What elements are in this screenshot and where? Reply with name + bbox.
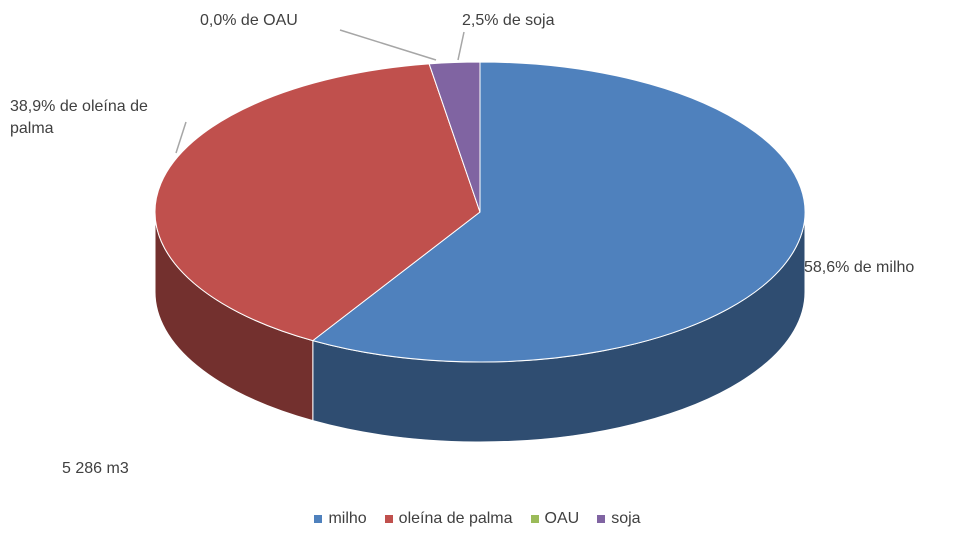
legend-label: oleína de palma	[398, 510, 513, 527]
pie-slice	[311, 61, 806, 363]
legend-swatch	[384, 515, 393, 523]
annotation: 5 286 m3	[62, 460, 129, 477]
legend-swatch	[530, 515, 539, 523]
data-label: 58,6% de milho	[804, 259, 915, 276]
legend-label: OAU	[544, 510, 580, 527]
data-label: 0,0% de OAU	[200, 12, 298, 29]
pie-slice	[428, 61, 481, 213]
legend-swatch	[314, 515, 323, 523]
data-label: 38,9% de oleína de palma	[10, 98, 148, 137]
legend: milho oleína de palma OAU soja	[0, 510, 955, 528]
legend-swatch	[597, 515, 606, 523]
legend-item: soja	[597, 510, 641, 528]
legend-item: milho	[314, 510, 367, 528]
legend-label: milho	[328, 510, 367, 527]
legend-item: oleína de palma	[384, 510, 513, 528]
leader-line	[175, 121, 187, 154]
legend-label: soja	[611, 510, 641, 527]
pie-slice	[154, 63, 481, 342]
leader-line	[339, 29, 437, 61]
legend-item: OAU	[530, 510, 580, 528]
data-label: 2,5% de soja	[462, 12, 555, 29]
leader-line	[457, 31, 465, 61]
